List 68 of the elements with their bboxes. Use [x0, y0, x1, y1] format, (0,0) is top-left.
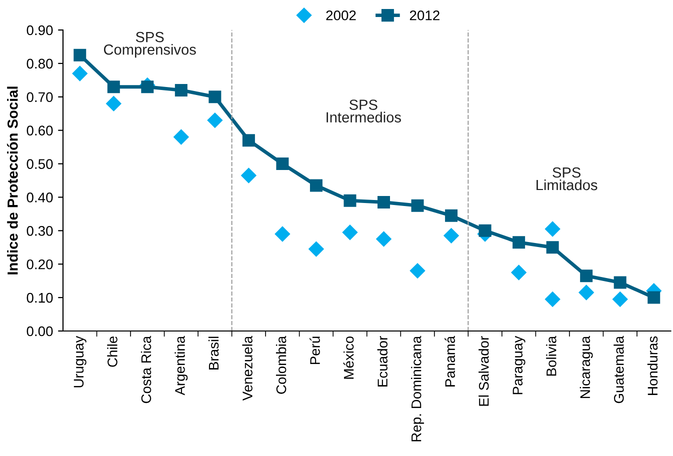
point: [107, 80, 120, 94]
x-tick-label: Paraguay: [512, 336, 526, 394]
x-tick-label: Costa Rica: [140, 336, 152, 404]
y-tick-label: 0.90: [26, 25, 53, 36]
y-tick-label: 0.30: [26, 226, 53, 236]
point: [241, 168, 256, 184]
point: [242, 134, 255, 147]
point: [545, 221, 560, 237]
y-tick-label: 0.40: [26, 192, 53, 202]
x-tick-label: Nicaragua: [580, 336, 593, 398]
x-tick-label: Uruguay: [74, 336, 86, 388]
point: [141, 80, 154, 94]
point: [207, 112, 223, 128]
x-tick-label: El Salvador: [478, 336, 489, 406]
x-tick-label: Perú: [310, 336, 320, 364]
x-tick-label: Rep. Dominicana: [411, 336, 424, 442]
y-tick-label: 0.80: [26, 58, 53, 69]
x-tick-label: Ecuador: [377, 336, 388, 386]
point: [648, 291, 660, 304]
legend-label: 2012: [410, 10, 440, 20]
point: [376, 231, 392, 247]
y-axis-title: Indice de Protección Social: [6, 86, 18, 274]
point: [344, 194, 356, 207]
legend-label: 2002: [326, 10, 356, 20]
point: [445, 209, 458, 222]
y-tick-label: 0.60: [26, 126, 53, 136]
point: [578, 284, 594, 300]
x-tick-label: Bolivia: [546, 336, 556, 376]
x-tick-label: Argentina: [174, 336, 188, 396]
point: [614, 276, 626, 289]
point: [174, 129, 189, 145]
point: [74, 48, 86, 62]
y-tick-label: 0.10: [26, 292, 53, 303]
x-tick-label: Honduras: [647, 336, 658, 395]
x-tick-label: Guatemala: [614, 336, 624, 404]
x-tick-label: Colombia: [276, 336, 286, 394]
y-tick-label: 0.70: [26, 92, 53, 102]
point: [208, 90, 222, 104]
annotation: SPS Intermedios: [326, 100, 401, 122]
point: [478, 224, 492, 237]
x-tick-label: Panamá: [444, 336, 456, 386]
x-tick-label: Chile: [107, 336, 118, 367]
point: [511, 264, 526, 280]
point: [174, 84, 188, 96]
point: [308, 241, 324, 257]
point: [72, 66, 88, 82]
x-tick-label: Brasil: [208, 336, 219, 370]
x-tick-label: Venezuela: [242, 336, 252, 401]
y-tick-label: 0.00: [26, 326, 53, 336]
point: [612, 292, 628, 307]
point: [276, 158, 289, 170]
y-tick-label: 0.20: [26, 259, 53, 270]
point: [444, 228, 459, 244]
point: [342, 224, 358, 240]
point: [274, 226, 290, 242]
point: [411, 199, 424, 212]
point: [310, 179, 322, 192]
x-tick-label: México: [343, 336, 354, 379]
point: [546, 241, 559, 254]
point: [545, 292, 560, 307]
point: [378, 196, 390, 208]
point: [106, 96, 122, 112]
point: [580, 270, 593, 282]
annotation: SPS Comprensivos: [104, 32, 196, 58]
point: [512, 236, 526, 249]
annotation: SPS Limitados: [536, 167, 598, 190]
point: [410, 263, 426, 278]
y-tick-label: 0.50: [26, 159, 53, 169]
